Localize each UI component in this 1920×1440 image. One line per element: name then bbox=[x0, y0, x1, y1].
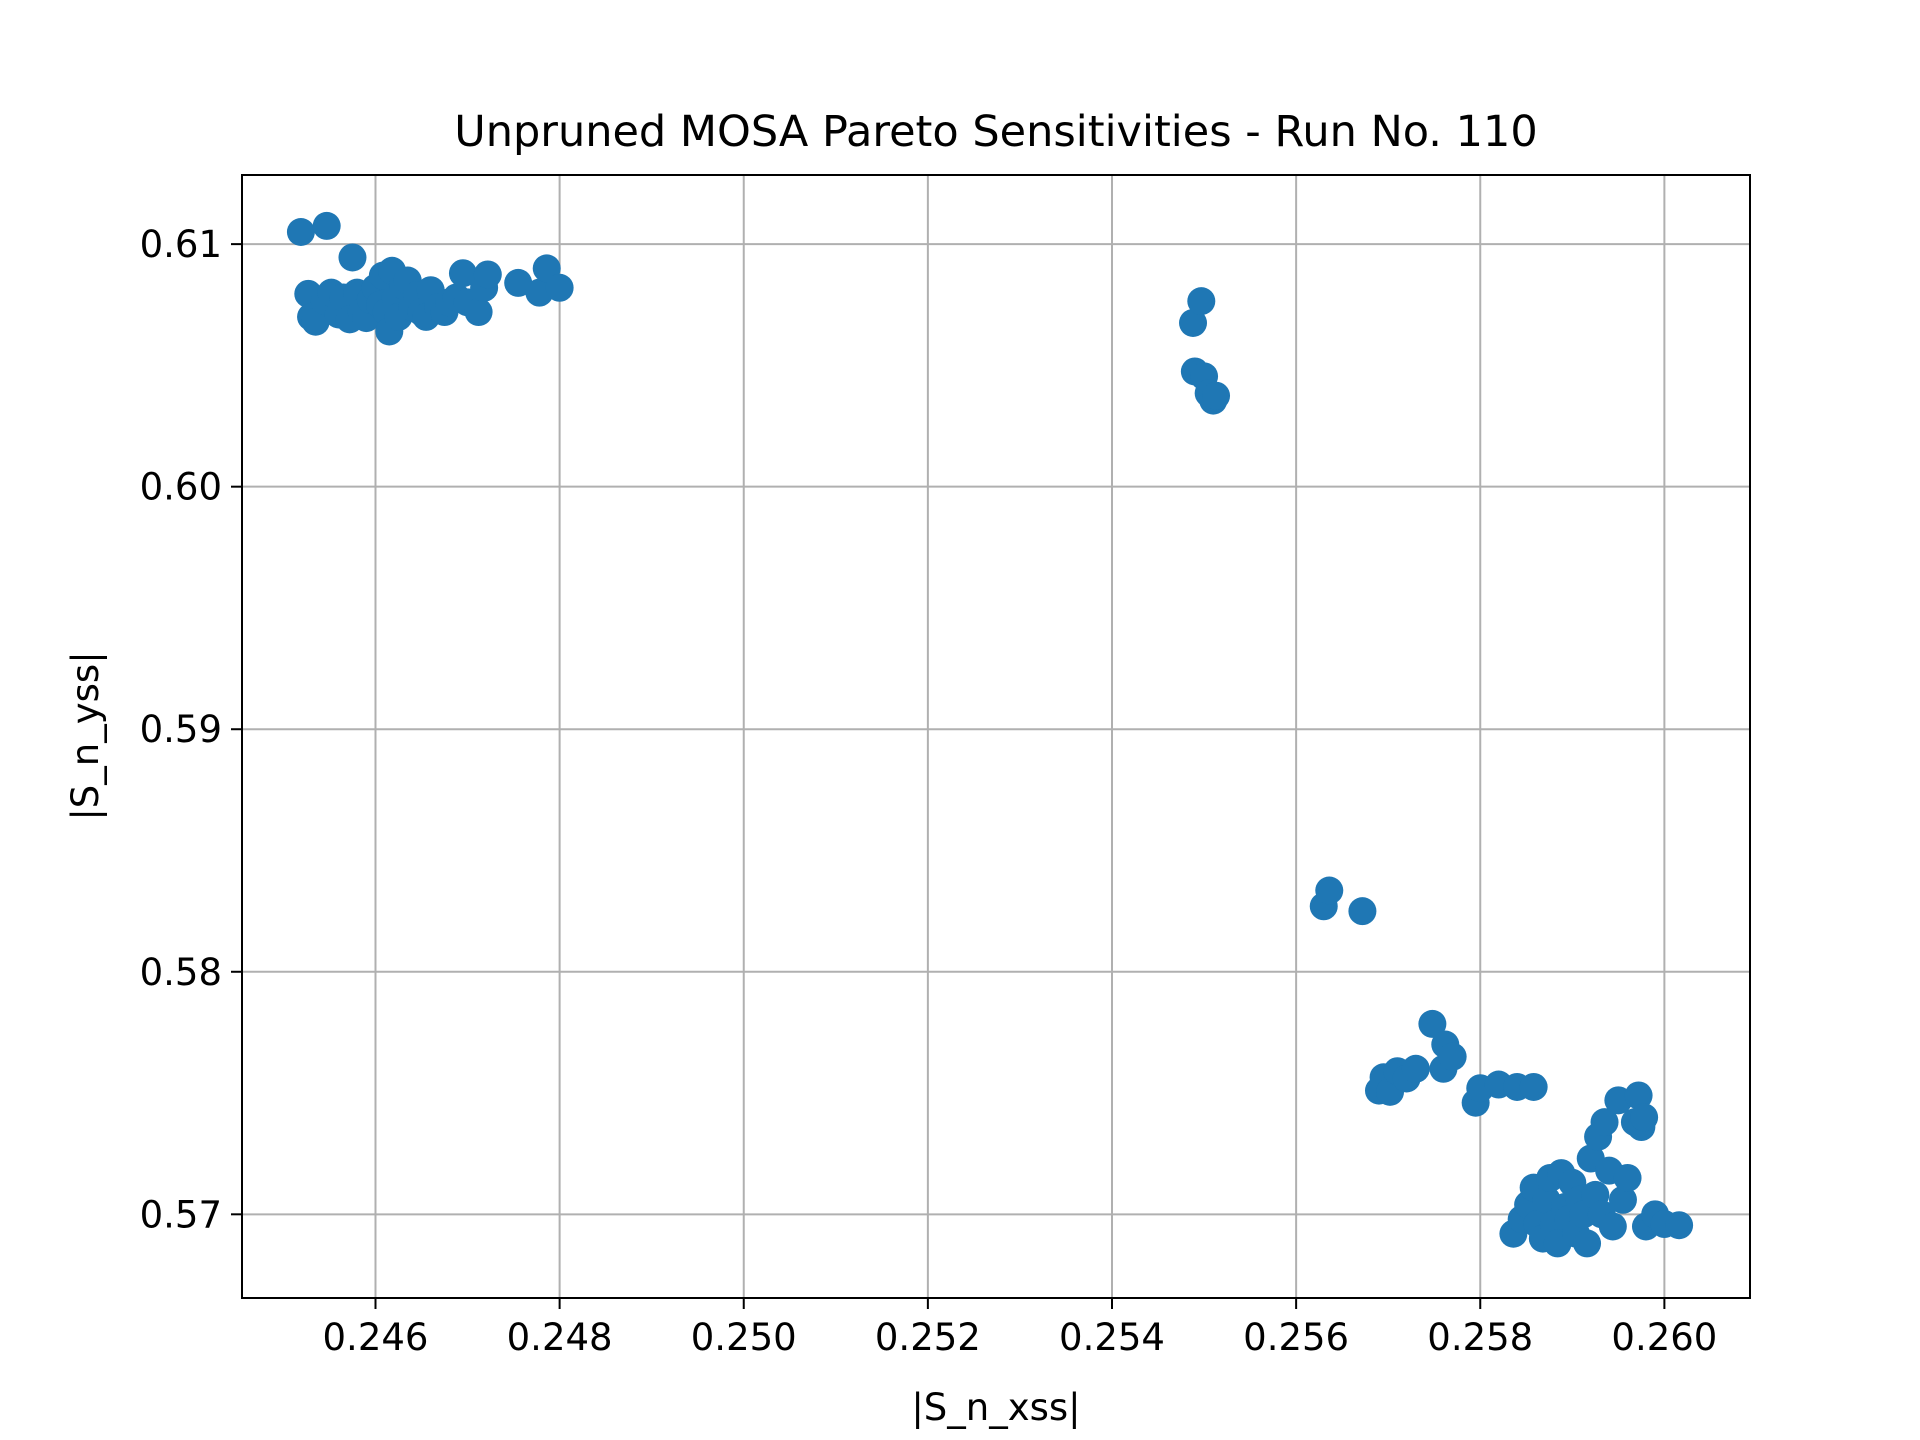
x-axis-ticks: 0.246 0.248 0.250 0.252 0.254 0.256 0.258 0.260 bbox=[323, 1298, 1717, 1359]
data-point bbox=[338, 243, 367, 272]
x-tick-label: 0.252 bbox=[875, 1316, 981, 1359]
data-point bbox=[1613, 1163, 1642, 1192]
data-point bbox=[1179, 308, 1208, 337]
data-point bbox=[1665, 1211, 1694, 1240]
x-tick-label: 0.248 bbox=[507, 1316, 613, 1359]
x-tick-label: 0.254 bbox=[1059, 1316, 1165, 1359]
data-point bbox=[448, 259, 477, 288]
x-tick-label: 0.250 bbox=[691, 1316, 797, 1359]
data-point bbox=[1598, 1212, 1627, 1241]
data-point bbox=[1315, 876, 1344, 905]
data-point bbox=[1590, 1108, 1619, 1137]
data-point bbox=[473, 260, 502, 289]
data-point bbox=[1438, 1042, 1467, 1071]
data-point bbox=[1573, 1229, 1602, 1258]
x-axis-label: |S_n_xss| bbox=[911, 1386, 1080, 1429]
y-tick-label: 0.57 bbox=[140, 1193, 222, 1236]
gridlines bbox=[242, 175, 1750, 1298]
x-tick-label: 0.246 bbox=[323, 1316, 429, 1359]
x-tick-label: 0.260 bbox=[1611, 1316, 1717, 1359]
chart-title: Unpruned MOSA Pareto Sensitivities - Run… bbox=[454, 107, 1537, 157]
data-point bbox=[1187, 287, 1216, 316]
data-points bbox=[286, 211, 1694, 1258]
data-point bbox=[286, 217, 315, 246]
y-axis-label: |S_n_yss| bbox=[64, 651, 107, 820]
data-point bbox=[464, 298, 493, 327]
y-tick-label: 0.60 bbox=[140, 466, 222, 509]
y-tick-label: 0.58 bbox=[140, 951, 222, 994]
data-point bbox=[312, 211, 341, 240]
plot-frame bbox=[241, 174, 1751, 1299]
x-tick-label: 0.258 bbox=[1427, 1316, 1533, 1359]
data-point bbox=[545, 273, 574, 302]
data-point bbox=[1624, 1081, 1653, 1110]
y-tick-label: 0.61 bbox=[140, 223, 222, 266]
y-axis-ticks: 0.57 0.58 0.59 0.60 0.61 bbox=[140, 223, 242, 1236]
data-point bbox=[1519, 1072, 1548, 1101]
y-tick-label: 0.59 bbox=[140, 708, 222, 751]
data-point bbox=[1348, 897, 1377, 926]
data-point bbox=[1630, 1103, 1659, 1132]
data-point bbox=[1401, 1054, 1430, 1083]
x-tick-label: 0.256 bbox=[1243, 1316, 1349, 1359]
data-point bbox=[1418, 1009, 1447, 1038]
data-point bbox=[504, 268, 533, 297]
data-point bbox=[1608, 1185, 1637, 1214]
data-point bbox=[1202, 381, 1231, 410]
